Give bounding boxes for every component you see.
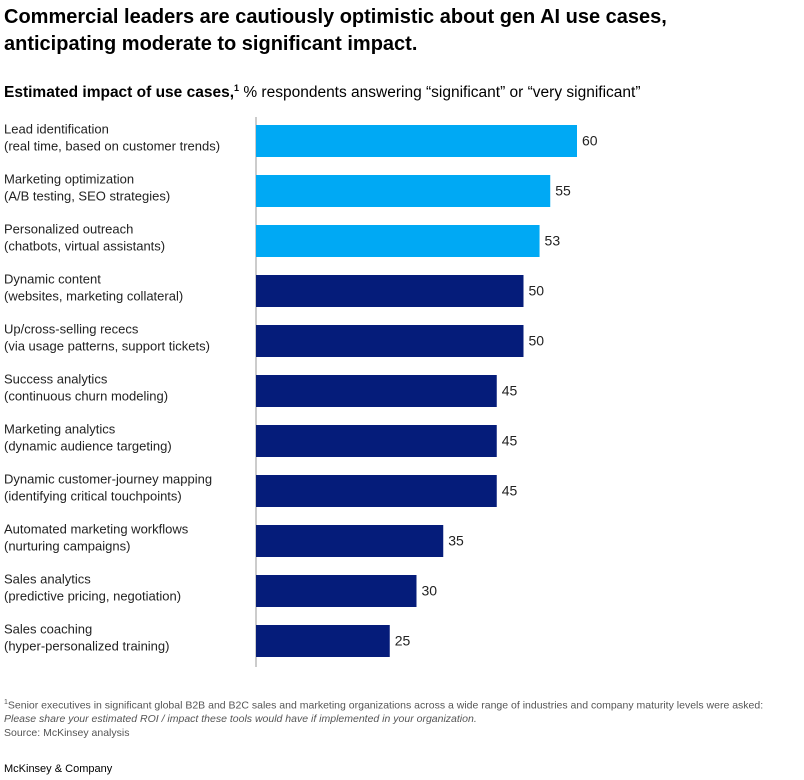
footnote-marker: 1 [4,699,8,706]
value-label: 50 [529,333,545,349]
footnote-marker: 1 [234,83,240,93]
bar [256,425,497,457]
category-label: Personalized outreach [4,221,133,236]
chart-title: Commercial leaders are cautiously optimi… [4,6,667,55]
category-detail: (websites, marketing collateral) [4,288,183,303]
footnote-block: 1Senior executives in significant global… [4,696,794,740]
category-detail: (chatbots, virtual assistants) [4,238,165,253]
category-detail: (predictive pricing, negotiation) [4,588,181,603]
category-label: Sales coaching [4,621,92,636]
value-label: 45 [502,483,518,499]
value-label: 35 [448,533,464,549]
brand: McKinsey & Company [4,763,113,775]
category-label: Marketing analytics [4,421,116,436]
chart: Lead identification (real time, based on … [4,117,598,667]
footnote-question: Please share your estimated ROI / impact… [4,713,477,725]
source: Source: McKinsey analysis [4,726,130,739]
bar [256,125,577,157]
bar [256,375,497,407]
value-label: 30 [422,583,438,599]
category-detail: (A/B testing, SEO strategies) [4,188,170,203]
bar [256,525,444,557]
bar [256,175,551,207]
category-label: Sales analytics [4,571,91,586]
value-label: 50 [529,283,545,299]
subtitle-bold: Estimated impact of use cases, [4,84,235,102]
subtitle: % respondents answering “significant” or… [243,84,641,102]
value-label: 60 [582,133,598,149]
category-label: Dynamic content [4,271,101,286]
bar [256,625,390,657]
category-label: Up/cross-selling rececs [4,321,139,336]
category-label: Lead identification [4,121,109,136]
value-label: 25 [395,633,411,649]
footnote: Senior executives in significant global … [7,699,764,712]
bar [256,325,524,357]
category-detail: (nurturing campaigns) [4,538,130,553]
category-detail: (real time, based on customer trends) [4,138,220,153]
bar [256,225,540,257]
bar [256,475,497,507]
category-label: Automated marketing workflows [4,521,189,536]
category-detail: (dynamic audience targeting) [4,438,172,453]
category-detail: (hyper-personalized training) [4,638,169,653]
value-label: 55 [555,183,571,199]
value-label: 53 [545,233,561,249]
category-label: Marketing optimization [4,171,134,186]
value-label: 45 [502,433,518,449]
category-detail: (identifying critical touchpoints) [4,488,182,503]
category-label: Dynamic customer-journey mapping [4,471,212,486]
category-detail: (continuous churn modeling) [4,388,168,403]
bar [256,575,417,607]
category-label: Success analytics [4,371,108,386]
subtitle-row: Estimated impact of use cases,1 % respon… [4,83,641,102]
category-detail: (via usage patterns, support tickets) [4,338,210,353]
bar [256,275,524,307]
value-label: 45 [502,383,518,399]
